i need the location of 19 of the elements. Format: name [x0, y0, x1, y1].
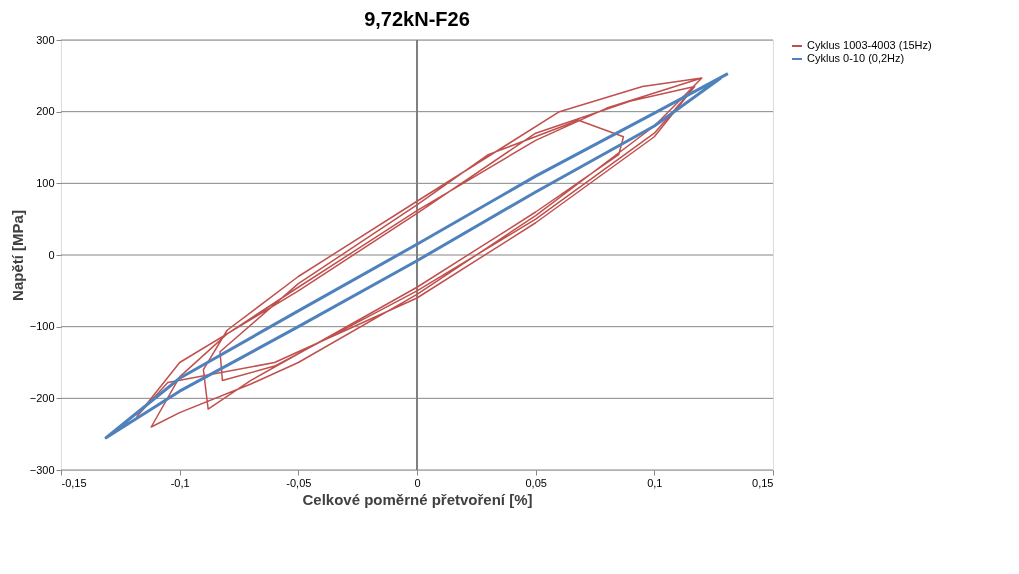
x-tick-label: -0,1 [170, 476, 190, 489]
y-tick-label: −300 [29, 463, 55, 476]
legend-label: Cyklus 0-10 (0,2Hz) [807, 52, 905, 64]
x-tick-label: 0,05 [525, 476, 547, 489]
y-tick-label: 100 [36, 176, 55, 189]
y-tick-label: −100 [29, 320, 55, 333]
x-tick-label: 0,15 [752, 476, 774, 489]
chart-title: 9,72kN-F26 [364, 8, 470, 30]
x-tick-label: -0,05 [286, 476, 312, 489]
x-tick-label: 0,1 [647, 476, 663, 489]
y-tick-label: 0 [48, 248, 55, 261]
y-axis-title: Napětí [MPa] [8, 210, 26, 301]
y-tick-label: −200 [29, 391, 55, 404]
y-tick-label: 200 [36, 105, 55, 118]
x-axis-title: Celkové poměrné přetvoření [%] [302, 490, 533, 508]
legend-label: Cyklus 1003-4003 (15Hz) [807, 39, 932, 51]
x-tick-label: 0 [414, 476, 421, 489]
x-tick-label: -0,15 [61, 476, 87, 489]
y-tick-label: 300 [36, 33, 55, 46]
